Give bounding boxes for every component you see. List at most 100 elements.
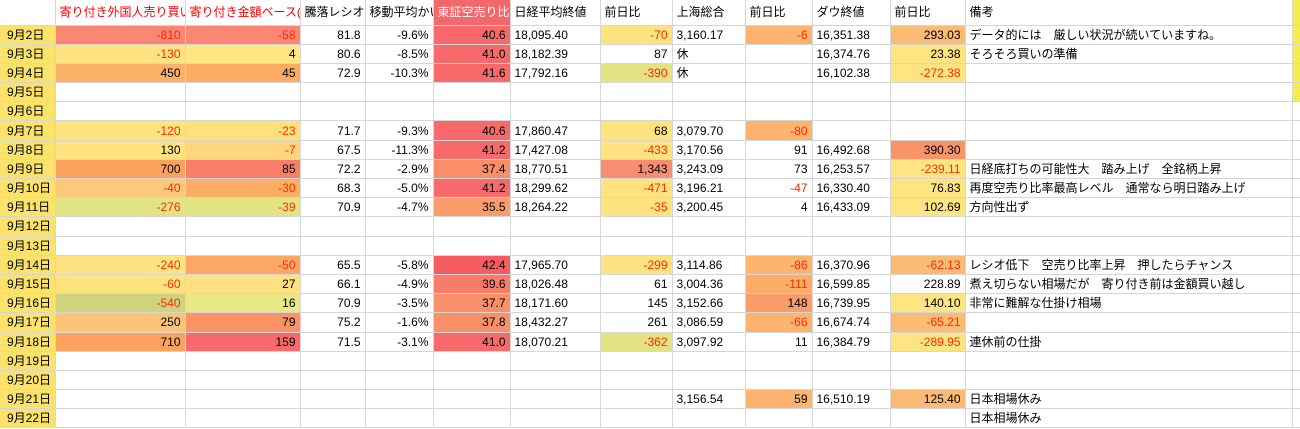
cell-dow[interactable]: 16,674.74 bbox=[812, 312, 891, 333]
cell-ratio[interactable] bbox=[300, 101, 366, 122]
cell-dowChg[interactable] bbox=[890, 101, 966, 122]
cell-ma[interactable]: -4.9% bbox=[365, 274, 434, 295]
cell-edge[interactable] bbox=[1292, 408, 1300, 429]
cell-ratio[interactable] bbox=[300, 408, 366, 429]
cell-foreign[interactable] bbox=[55, 370, 186, 391]
cell-shanghaiChg[interactable] bbox=[745, 82, 813, 103]
cell-date[interactable]: 9月18日 bbox=[0, 332, 56, 352]
cell-nikkeiChg[interactable]: 61 bbox=[600, 274, 673, 295]
cell-ratio[interactable]: 75.2 bbox=[300, 312, 366, 333]
cell-amount[interactable]: -50 bbox=[185, 255, 301, 275]
cell-shanghai[interactable] bbox=[672, 101, 746, 122]
cell-dow[interactable] bbox=[812, 120, 891, 141]
cell-shanghai[interactable]: 3,114.86 bbox=[672, 255, 746, 275]
cell-nikkei[interactable]: 18,070.21 bbox=[510, 332, 601, 352]
cell-shanghai[interactable]: 3,152.66 bbox=[672, 293, 746, 314]
cell-shanghaiChg[interactable]: -6 bbox=[745, 25, 813, 45]
cell-nikkei[interactable]: 18,182.39 bbox=[510, 44, 601, 64]
cell-shanghai[interactable]: 休 bbox=[672, 63, 746, 84]
cell-remarks[interactable]: 再度空売り比率最高レベル 通常なら明日踏み上げ bbox=[965, 178, 1293, 199]
cell-nikkei[interactable]: 18,264.22 bbox=[510, 197, 601, 218]
cell-ratio[interactable] bbox=[300, 389, 366, 410]
cell-dow[interactable]: 16,492.68 bbox=[812, 140, 891, 160]
cell-short[interactable]: 42.4 bbox=[433, 255, 511, 275]
cell-dow[interactable]: 16,739.95 bbox=[812, 293, 891, 314]
cell-shanghaiChg[interactable]: 11 bbox=[745, 332, 813, 352]
cell-foreign[interactable]: -810 bbox=[55, 25, 186, 45]
cell-date[interactable]: 9月4日 bbox=[0, 63, 56, 84]
cell-edge[interactable] bbox=[1292, 370, 1300, 391]
header-dow-close[interactable]: ダウ終値 bbox=[812, 0, 891, 26]
cell-nikkeiChg[interactable] bbox=[600, 216, 673, 237]
cell-edge[interactable] bbox=[1292, 82, 1300, 103]
cell-shanghai[interactable]: 3,097.92 bbox=[672, 332, 746, 352]
cell-ma[interactable] bbox=[365, 370, 434, 391]
cell-amount[interactable] bbox=[185, 236, 301, 256]
cell-ma[interactable] bbox=[365, 82, 434, 103]
cell-remarks[interactable]: 日本相場休み bbox=[965, 389, 1293, 410]
cell-dowChg[interactable] bbox=[890, 216, 966, 237]
cell-amount[interactable] bbox=[185, 216, 301, 237]
cell-short[interactable] bbox=[433, 82, 511, 103]
cell-short[interactable]: 37.8 bbox=[433, 312, 511, 333]
cell-nikkei[interactable]: 17,427.08 bbox=[510, 140, 601, 160]
cell-shanghaiChg[interactable] bbox=[745, 101, 813, 122]
cell-ratio[interactable]: 68.3 bbox=[300, 178, 366, 199]
cell-ratio[interactable]: 70.9 bbox=[300, 293, 366, 314]
cell-date[interactable]: 9月13日 bbox=[0, 236, 56, 256]
cell-shanghai[interactable] bbox=[672, 216, 746, 237]
cell-dowChg[interactable] bbox=[890, 370, 966, 391]
cell-shanghai[interactable]: 3,170.56 bbox=[672, 140, 746, 160]
cell-date[interactable]: 9月9日 bbox=[0, 159, 56, 180]
cell-dow[interactable]: 16,253.57 bbox=[812, 159, 891, 180]
cell-remarks[interactable] bbox=[965, 312, 1293, 333]
cell-remarks[interactable]: 方向性出ず bbox=[965, 197, 1293, 218]
cell-remarks[interactable] bbox=[965, 351, 1293, 371]
cell-dowChg[interactable]: 228.89 bbox=[890, 274, 966, 295]
cell-nikkeiChg[interactable] bbox=[600, 408, 673, 429]
cell-dowChg[interactable] bbox=[890, 82, 966, 103]
cell-ratio[interactable]: 67.5 bbox=[300, 140, 366, 160]
cell-amount[interactable] bbox=[185, 351, 301, 371]
cell-dow[interactable] bbox=[812, 351, 891, 371]
cell-edge[interactable] bbox=[1292, 178, 1300, 199]
cell-shanghaiChg[interactable] bbox=[745, 44, 813, 64]
cell-shanghai[interactable] bbox=[672, 351, 746, 371]
cell-dowChg[interactable]: -65.21 bbox=[890, 312, 966, 333]
cell-amount[interactable] bbox=[185, 101, 301, 122]
cell-ma[interactable] bbox=[365, 389, 434, 410]
cell-date[interactable]: 9月8日 bbox=[0, 140, 56, 160]
cell-shanghaiChg[interactable]: 73 bbox=[745, 159, 813, 180]
cell-foreign[interactable] bbox=[55, 408, 186, 429]
cell-edge[interactable] bbox=[1292, 197, 1300, 218]
cell-amount[interactable] bbox=[185, 408, 301, 429]
cell-date[interactable]: 9月20日 bbox=[0, 370, 56, 391]
cell-amount[interactable]: 79 bbox=[185, 312, 301, 333]
cell-ma[interactable]: -10.3% bbox=[365, 63, 434, 84]
cell-edge[interactable] bbox=[1292, 25, 1300, 45]
cell-ma[interactable]: -1.6% bbox=[365, 312, 434, 333]
cell-dow[interactable]: 16,599.85 bbox=[812, 274, 891, 295]
cell-edge[interactable] bbox=[1292, 101, 1300, 122]
cell-amount[interactable]: -7 bbox=[185, 140, 301, 160]
cell-dow[interactable] bbox=[812, 236, 891, 256]
cell-ma[interactable] bbox=[365, 236, 434, 256]
cell-ma[interactable]: -4.7% bbox=[365, 197, 434, 218]
cell-shanghai[interactable]: 3,196.21 bbox=[672, 178, 746, 199]
cell-shanghaiChg[interactable] bbox=[745, 216, 813, 237]
cell-amount[interactable] bbox=[185, 389, 301, 410]
cell-foreign[interactable] bbox=[55, 236, 186, 256]
cell-shanghaiChg[interactable]: -66 bbox=[745, 312, 813, 333]
cell-nikkei[interactable]: 17,965.70 bbox=[510, 255, 601, 275]
cell-short[interactable] bbox=[433, 236, 511, 256]
cell-dow[interactable] bbox=[812, 370, 891, 391]
cell-shanghai[interactable]: 3,004.36 bbox=[672, 274, 746, 295]
cell-nikkeiChg[interactable]: 261 bbox=[600, 312, 673, 333]
cell-date[interactable]: 9月2日 bbox=[0, 25, 56, 45]
cell-date[interactable]: 9月22日 bbox=[0, 408, 56, 429]
cell-edge[interactable] bbox=[1292, 389, 1300, 410]
cell-date[interactable]: 9月17日 bbox=[0, 312, 56, 333]
cell-nikkeiChg[interactable]: 145 bbox=[600, 293, 673, 314]
cell-nikkei[interactable]: 17,792.16 bbox=[510, 63, 601, 84]
cell-amount[interactable] bbox=[185, 370, 301, 391]
